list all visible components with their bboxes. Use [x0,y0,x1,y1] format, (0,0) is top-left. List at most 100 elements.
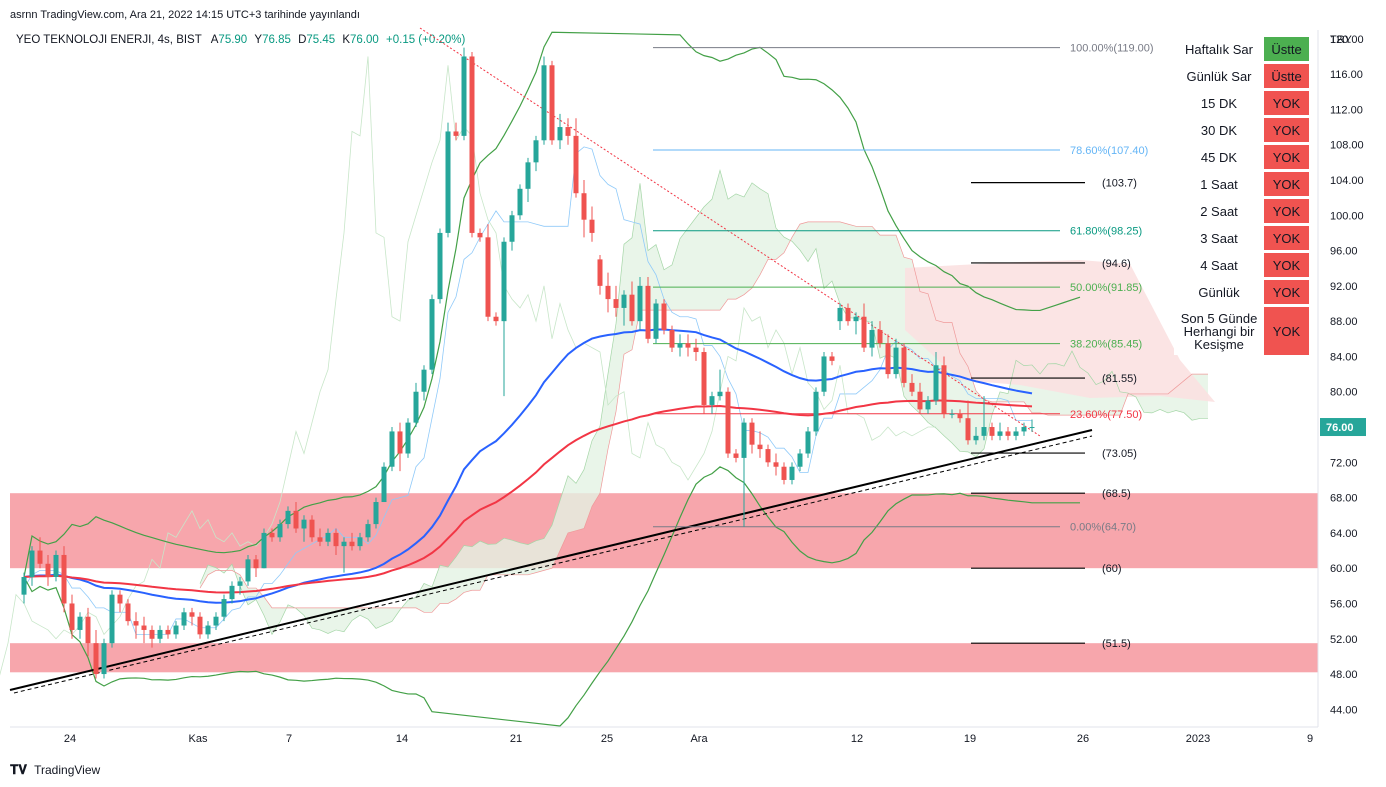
candle-body [301,519,307,529]
candle-body [717,391,723,397]
candle-body [997,431,1003,436]
candle-body [477,232,483,238]
candle-body [781,466,787,480]
high-label: Y [254,34,263,46]
candle-body [381,466,387,503]
status-label: 1 Saat [1174,172,1264,196]
last-price-label: 76.00 [1326,422,1354,434]
uptrend-line [9,429,1093,691]
price-tick-label: 68.00 [1330,493,1358,505]
candle-body [493,316,499,322]
candle-body [269,532,275,538]
candle-body [333,532,339,547]
candle-body [357,537,363,547]
status-value: YOK [1264,91,1309,115]
candle-body [261,532,267,569]
price-tick-label: 92.00 [1330,281,1358,293]
candle-body [21,577,27,595]
candle-body [605,285,611,300]
candle-body [453,131,459,136]
time-tick-label: 25 [601,733,613,745]
candle-body [565,127,571,136]
candle-body [845,307,851,322]
bollinger-lower [23,466,1080,727]
price-tick-label: 120.00 [1330,34,1364,46]
candle-body [77,616,83,630]
candle-body [133,621,139,626]
status-row: Günlük Sar Üstte [1174,64,1309,88]
candle-body [525,162,531,189]
footer-brand[interactable]: 𝐓𝐕 TradingView [10,762,100,778]
price-tick-label: 96.00 [1330,246,1358,258]
status-label: 3 Saat [1174,226,1264,250]
change-value: +0.15 (+0.20%) [386,34,466,46]
candle-body [413,391,419,423]
candle-body [317,537,323,542]
open-label: A [210,34,219,46]
ichimoku-cloud [200,170,1208,635]
candle-body [901,347,907,383]
status-label: Haftalık Sar [1174,37,1264,61]
candle-body [213,616,219,626]
candle-body [933,365,939,401]
fib-level-label: 0.00%(64.70) [1070,522,1136,534]
level-label: (73.05) [1102,448,1137,460]
candle-body [949,413,955,415]
status-label: 2 Saat [1174,199,1264,223]
candle-body [581,193,587,220]
candle-body [229,585,235,600]
price-tick-label: 52.00 [1330,634,1358,646]
fib-level-label: 50.00%(91.85) [1070,282,1142,294]
candle-body [621,294,627,308]
candle-body [349,541,355,547]
candle-body [789,466,795,480]
candle-body [941,365,947,414]
candle-body [173,625,179,635]
time-tick-label: 9 [1307,733,1313,745]
candle-body [117,594,123,604]
candle-body [1021,427,1027,432]
candle-body [685,343,691,348]
candle-body [533,140,539,163]
level-label: (68.5) [1102,488,1131,500]
cloud-span-a [199,168,1208,636]
candle-body [573,135,579,194]
status-value: YOK [1264,253,1309,277]
candle-body [733,453,739,458]
fib-level-label: 61.80%(98.25) [1070,226,1142,238]
candle-body [909,382,915,392]
symbol-name[interactable]: YEO TEKNOLOJI ENERJI, 4s, BIST [16,34,202,46]
candle-body [253,559,259,569]
candle-body [805,431,811,454]
price-tick-label: 116.00 [1330,69,1363,81]
candle-body [509,215,515,242]
price-tick-label: 44.00 [1330,704,1358,716]
candle-body [589,219,595,233]
candle-body [541,65,547,141]
fib-level-label: 23.60%(77.50) [1070,409,1142,421]
status-row: Son 5 Günde Herhangi bir Kesişme YOK [1174,307,1309,355]
status-label: 4 Saat [1174,253,1264,277]
candle-body [125,603,131,622]
candle-body [397,431,403,454]
support-zone [10,643,1318,673]
candle-body [741,422,747,458]
candle-body [93,643,99,675]
time-tick-label: 19 [964,733,976,745]
high-value: 76.85 [262,34,291,46]
candle-body [165,629,171,635]
fib-level-label: 100.00%(119.00) [1070,43,1154,55]
time-tick-label: 21 [510,733,522,745]
symbol-info: YEO TEKNOLOJI ENERJI, 4s, BIST A75.90 Y7… [16,34,465,46]
candle-body [965,418,971,441]
candle-body [917,391,923,410]
candle-body [821,356,827,392]
candle-body [309,519,315,538]
candle-body [669,329,675,348]
status-row: Günlük YOK [1174,280,1309,304]
candle-body [517,188,523,216]
candle-body [341,541,347,547]
status-row: 2 Saat YOK [1174,199,1309,223]
candle-body [893,347,899,375]
